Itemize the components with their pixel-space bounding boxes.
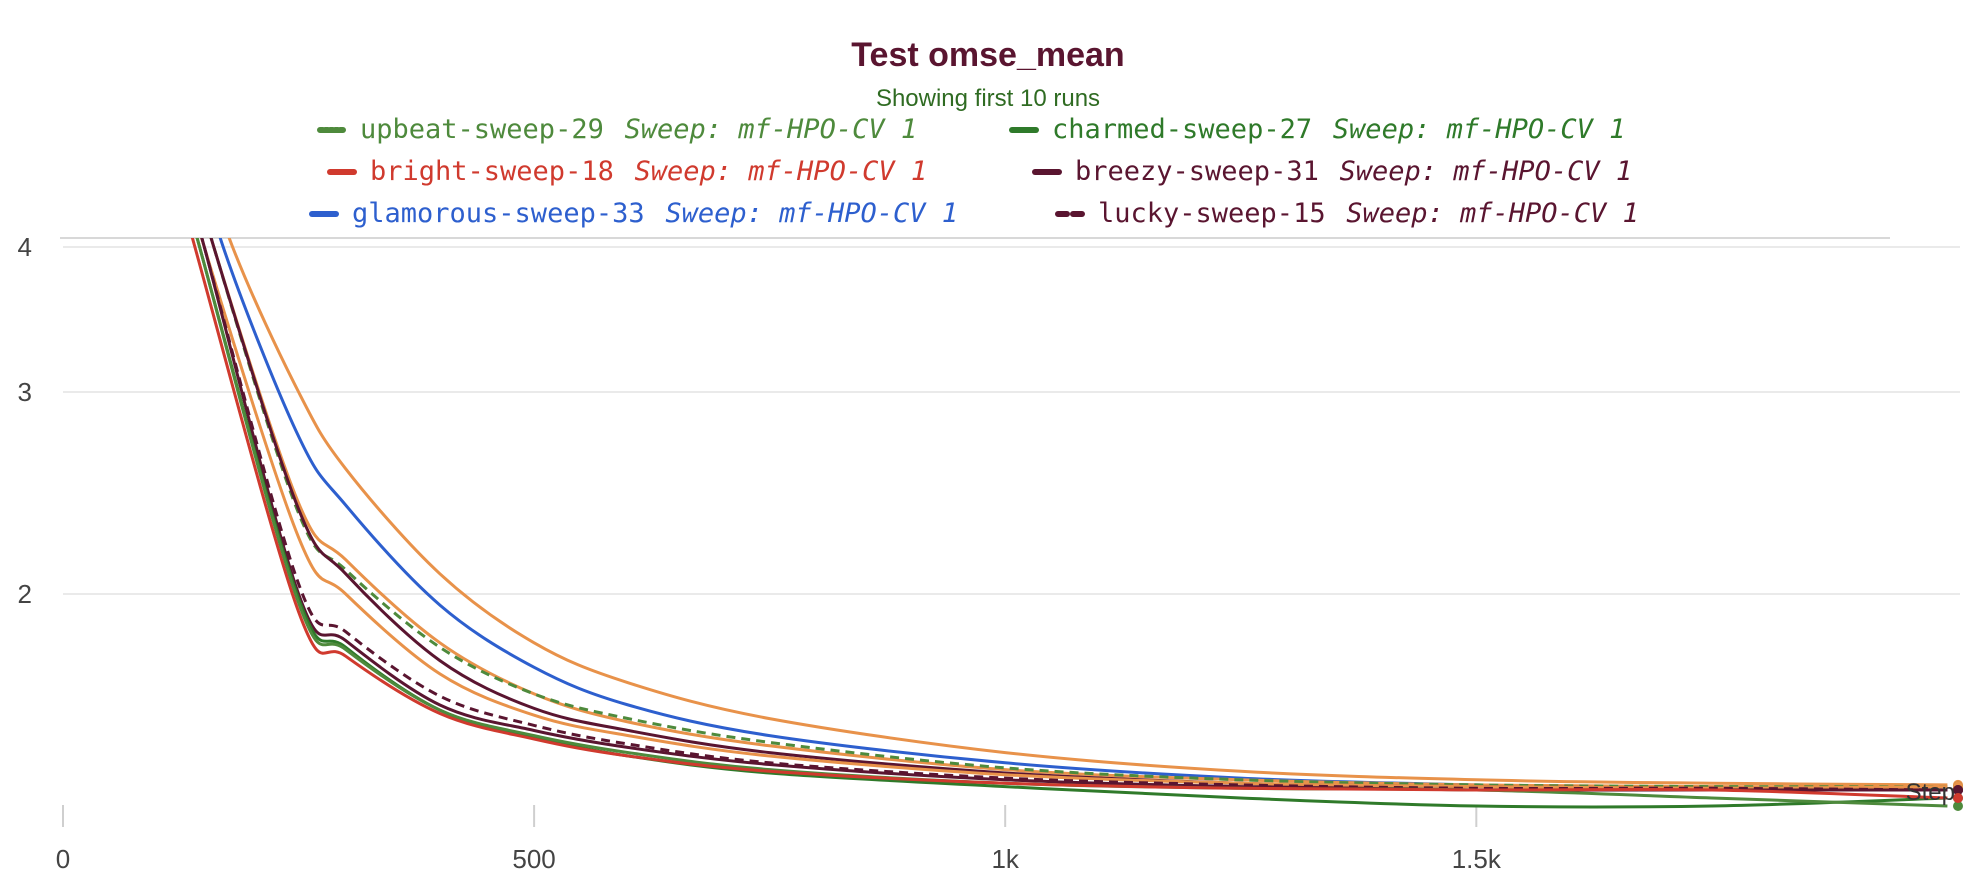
x-tick-label: 500	[512, 844, 555, 874]
legend-item[interactable]: bright-sweep-18 Sweep: mf-HPO-CV 1	[327, 156, 928, 187]
legend-run-name: lucky-sweep-15	[1098, 198, 1326, 229]
legend-sweep-name: Sweep: mf-HPO-CV 1	[635, 156, 928, 187]
chart-title: Test omse_mean	[851, 36, 1124, 74]
legend-item[interactable]: lucky-sweep-15 Sweep: mf-HPO-CV 1	[1055, 198, 1639, 229]
legend-item[interactable]: upbeat-sweep-29 Sweep: mf-HPO-CV 1	[317, 114, 918, 145]
x-axis-label: Step	[1906, 779, 1955, 806]
legend-run-name: glamorous-sweep-33	[352, 198, 645, 229]
y-tick-label: 3	[18, 377, 32, 407]
legend-sweep-name: Sweep: mf-HPO-CV 1	[1346, 198, 1639, 229]
x-tick-label: 1k	[991, 844, 1019, 874]
grid-lines	[63, 246, 1960, 595]
legend-sweep-name: Sweep: mf-HPO-CV 1	[1333, 114, 1626, 145]
legend-sweep-name: Sweep: mf-HPO-CV 1	[1340, 156, 1633, 187]
legend-sweep-name: Sweep: mf-HPO-CV 1	[665, 198, 958, 229]
legend-run-name: charmed-sweep-27	[1052, 114, 1312, 145]
legend-item[interactable]: breezy-sweep-31 Sweep: mf-HPO-CV 1	[1032, 156, 1633, 187]
y-axis-ticks: 2 3 4	[18, 232, 32, 609]
chart-subtitle: Showing first 10 runs	[876, 85, 1100, 112]
legend-item[interactable]: glamorous-sweep-33 Sweep: mf-HPO-CV 1	[309, 198, 958, 229]
series-end-point	[1953, 801, 1963, 811]
legend-item[interactable]: charmed-sweep-27 Sweep: mf-HPO-CV 1	[1009, 114, 1626, 145]
series-end-point	[1953, 793, 1963, 803]
y-tick-label: 4	[18, 232, 32, 262]
series-line	[190, 238, 1948, 800]
x-axis-ticks: 0 500 1k 1.5k	[56, 805, 1502, 874]
legend-run-name: bright-sweep-18	[370, 156, 614, 187]
x-tick-label: 0	[56, 844, 70, 874]
y-tick-label: 2	[18, 579, 32, 609]
legend-run-name: upbeat-sweep-29	[360, 114, 604, 145]
series-line	[227, 238, 1948, 787]
series-end-point	[1953, 785, 1963, 795]
x-tick-label: 1.5k	[1452, 844, 1502, 874]
legend-run-name: breezy-sweep-31	[1075, 156, 1319, 187]
chart-legend: upbeat-sweep-29 Sweep: mf-HPO-CV 1 charmed…	[60, 114, 1890, 239]
legend-sweep-name: Sweep: mf-HPO-CV 1	[625, 114, 918, 145]
series-lines	[190, 238, 1963, 811]
